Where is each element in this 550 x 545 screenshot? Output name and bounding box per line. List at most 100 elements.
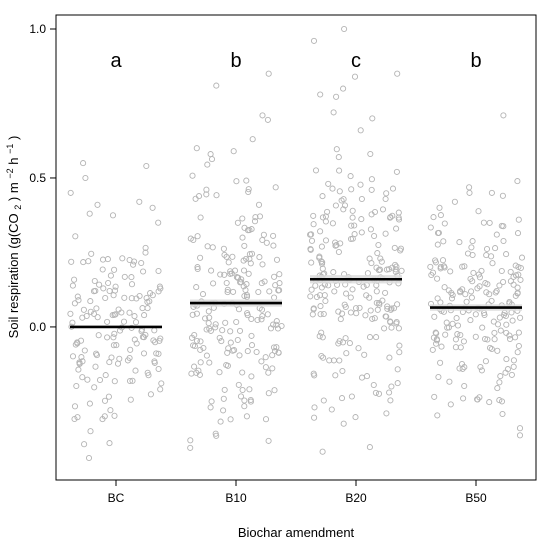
data-point bbox=[372, 389, 379, 396]
data-point bbox=[381, 325, 388, 332]
data-point bbox=[517, 264, 524, 272]
data-point bbox=[386, 389, 393, 396]
data-point bbox=[434, 241, 441, 248]
data-point bbox=[393, 263, 400, 270]
data-point bbox=[82, 174, 89, 182]
data-point bbox=[462, 291, 469, 298]
data-point bbox=[79, 314, 86, 321]
data-point bbox=[358, 374, 366, 381]
data-point bbox=[271, 273, 278, 280]
data-point bbox=[347, 309, 354, 316]
data-point bbox=[387, 397, 394, 404]
data-point bbox=[393, 225, 400, 232]
data-point bbox=[155, 365, 162, 373]
data-point bbox=[351, 231, 358, 238]
data-point bbox=[310, 221, 317, 228]
data-point bbox=[189, 172, 196, 179]
data-point bbox=[68, 258, 75, 265]
data-point bbox=[358, 216, 365, 223]
data-point bbox=[322, 218, 329, 225]
data-point bbox=[347, 294, 354, 301]
data-point bbox=[333, 93, 340, 100]
data-point bbox=[259, 236, 266, 244]
data-point bbox=[255, 288, 262, 296]
data-point bbox=[84, 376, 91, 383]
data-point bbox=[379, 297, 386, 304]
data-point bbox=[91, 384, 98, 391]
data-point bbox=[335, 154, 342, 161]
data-point bbox=[379, 206, 387, 213]
data-point bbox=[79, 374, 86, 381]
data-point bbox=[197, 254, 204, 261]
data-point bbox=[382, 195, 389, 203]
data-point bbox=[506, 332, 513, 339]
data-point bbox=[478, 267, 485, 274]
data-point bbox=[447, 401, 454, 408]
data-point bbox=[343, 290, 350, 297]
data-point bbox=[111, 266, 118, 273]
data-point bbox=[384, 305, 391, 312]
data-point bbox=[152, 339, 159, 346]
data-point bbox=[150, 337, 157, 344]
data-point bbox=[397, 245, 405, 252]
data-point bbox=[136, 292, 143, 300]
data-point bbox=[262, 364, 269, 371]
data-point bbox=[147, 391, 154, 398]
data-point bbox=[375, 390, 383, 397]
data-point bbox=[266, 288, 273, 295]
data-point bbox=[270, 232, 277, 239]
data-point bbox=[369, 315, 376, 322]
data-point bbox=[270, 344, 278, 351]
data-point bbox=[389, 185, 397, 192]
data-point bbox=[364, 270, 371, 277]
y-label-exponent-2: −1 bbox=[5, 144, 15, 154]
data-point bbox=[488, 345, 495, 353]
data-point bbox=[223, 361, 230, 369]
data-point bbox=[155, 288, 162, 295]
data-point bbox=[500, 237, 507, 245]
data-point bbox=[494, 385, 501, 392]
y-label-co2-subscript: 2 bbox=[13, 205, 23, 210]
data-point bbox=[319, 214, 326, 221]
data-point bbox=[248, 342, 256, 349]
data-point bbox=[112, 283, 119, 290]
x-tick-label: BC bbox=[108, 491, 125, 505]
data-point bbox=[311, 372, 318, 379]
data-point bbox=[491, 329, 498, 336]
data-point bbox=[320, 397, 327, 404]
data-point bbox=[355, 345, 362, 352]
data-point bbox=[472, 333, 479, 340]
data-point bbox=[191, 331, 198, 339]
data-point bbox=[317, 91, 324, 98]
data-point bbox=[512, 334, 519, 341]
data-point bbox=[349, 286, 356, 293]
data-point bbox=[139, 305, 146, 312]
data-point bbox=[218, 338, 225, 345]
data-point bbox=[132, 319, 140, 326]
data-point bbox=[467, 317, 474, 324]
data-point bbox=[454, 322, 462, 329]
data-point bbox=[105, 393, 112, 400]
data-point bbox=[85, 258, 92, 265]
data-point bbox=[391, 244, 398, 251]
data-point bbox=[74, 414, 81, 421]
data-point bbox=[357, 127, 364, 134]
data-point bbox=[241, 242, 248, 249]
data-point bbox=[239, 234, 246, 241]
data-point bbox=[147, 290, 154, 297]
data-point bbox=[468, 244, 475, 251]
data-point bbox=[258, 306, 266, 313]
data-point bbox=[243, 293, 251, 300]
data-point bbox=[477, 363, 484, 371]
data-point bbox=[311, 414, 318, 421]
data-point bbox=[309, 311, 316, 318]
data-point bbox=[213, 82, 220, 89]
data-point bbox=[326, 357, 333, 364]
data-point bbox=[207, 404, 214, 411]
data-point bbox=[88, 250, 95, 257]
data-point bbox=[234, 219, 241, 226]
data-point bbox=[269, 352, 276, 359]
data-point bbox=[243, 281, 250, 288]
data-point bbox=[121, 273, 128, 280]
data-point bbox=[500, 112, 507, 119]
